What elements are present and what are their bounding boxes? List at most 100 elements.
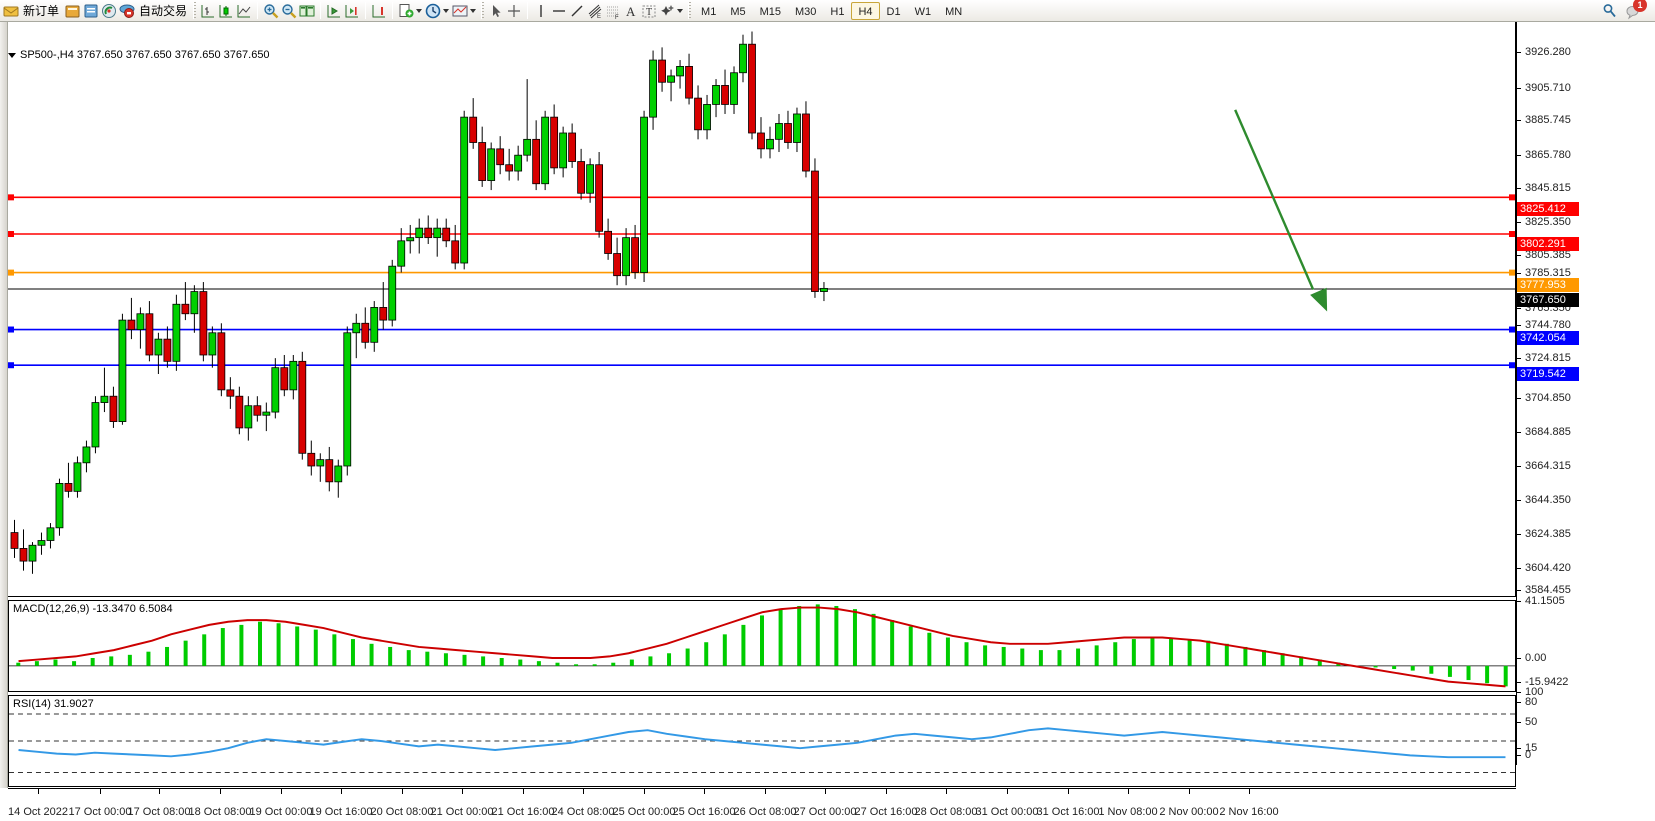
price-axis-label: 3684.885	[1525, 426, 1571, 438]
candlestick	[100, 367, 109, 413]
price-level-handle[interactable]	[1509, 362, 1515, 369]
price-level-chip-resistance[interactable]: 3802.291	[1517, 237, 1579, 251]
time-axis-tick	[765, 789, 766, 794]
time-axis-tick	[946, 789, 947, 794]
fibonacci-icon[interactable]: F	[604, 2, 622, 21]
candlestick-chart-icon[interactable]	[217, 2, 235, 20]
candlestick	[460, 110, 469, 270]
timeframe-button-h4[interactable]: H4	[851, 1, 880, 20]
timeframe-button-m30[interactable]: M30	[795, 5, 817, 18]
price-level-handle[interactable]	[8, 231, 14, 238]
price-level-handle[interactable]	[8, 362, 14, 369]
timeframe-button-mn[interactable]: MN	[945, 5, 963, 18]
chart-scroll-handle[interactable]	[0, 22, 8, 788]
candlestick	[73, 456, 82, 498]
zoom-out-icon[interactable]	[280, 2, 298, 20]
auto-scroll-icon[interactable]	[343, 2, 361, 20]
candlestick	[766, 126, 774, 159]
price-level-handle[interactable]	[8, 194, 14, 201]
chart-area[interactable]: SP500-,H4 3767.650 3767.650 3767.650 376…	[0, 22, 1655, 821]
price-level-chip-support[interactable]: 3742.054	[1517, 331, 1579, 345]
zoom-in-icon[interactable]	[262, 2, 280, 20]
macd-canvas	[9, 604, 1515, 688]
candlestick	[676, 60, 684, 89]
horizontal-line-icon[interactable]	[550, 2, 568, 20]
candlestick	[442, 218, 451, 248]
data-window-icon[interactable]	[82, 2, 100, 20]
price-pane[interactable]	[8, 22, 1516, 597]
candlestick	[424, 215, 433, 244]
navigator-icon[interactable]	[100, 2, 118, 20]
indicators-icon[interactable]	[397, 2, 415, 20]
search-icon[interactable]	[1601, 2, 1619, 20]
timeframe-button-d1[interactable]: D1	[886, 5, 901, 18]
price-axis-tick	[1517, 682, 1521, 683]
line-chart-icon[interactable]	[235, 2, 253, 20]
price-axis-tick	[1517, 155, 1521, 156]
time-axis-label: 25 Oct 00:00	[612, 806, 676, 818]
end-chart-icon[interactable]	[370, 2, 388, 20]
price-level-handle[interactable]	[8, 326, 14, 333]
candlestick	[586, 158, 595, 203]
price-axis-tick	[1517, 692, 1521, 693]
rsi-pane[interactable]	[8, 695, 1516, 787]
macd-pane[interactable]	[8, 600, 1516, 692]
price-axis-tick	[1517, 222, 1521, 223]
time-axis-label: 2 Nov 16:00	[1219, 806, 1279, 818]
candlestick	[604, 218, 612, 260]
chart-shift-icon[interactable]	[325, 2, 343, 20]
templates-icon[interactable]	[451, 2, 469, 20]
time-axis-label: 17 Oct 00:00	[68, 806, 132, 818]
price-level-chip-resistance[interactable]: 3825.412	[1517, 202, 1579, 216]
candlestick	[217, 323, 226, 397]
candlestick	[667, 69, 675, 102]
time-axis[interactable]: 14 Oct 2022 17 Oct 00:00 17 Oct 08:00 18 Oc…	[8, 788, 1516, 821]
shapes-dropdown-caret[interactable]	[677, 8, 684, 13]
time-axis-tick	[38, 789, 39, 794]
trend-arrow-annotation[interactable]	[1234, 109, 1328, 312]
price-level-handle[interactable]	[1509, 194, 1515, 201]
time-axis-label: 19 Oct 16:00	[309, 806, 373, 818]
price-axis[interactable]: 3926.280 3905.710 3885.745 3865.780 3845.815…	[1516, 22, 1655, 765]
vertical-line-icon[interactable]	[532, 2, 550, 20]
price-level-chip-support[interactable]: 3719.542	[1517, 367, 1579, 381]
price-level-handle[interactable]	[1509, 269, 1515, 276]
timeframe-button-m15[interactable]: M15	[759, 5, 781, 18]
period-dropdown-caret[interactable]	[443, 8, 450, 13]
chart-title-caret-icon[interactable]	[8, 53, 16, 58]
price-level-handle[interactable]	[1509, 326, 1515, 333]
equidistant-channel-icon[interactable]: E	[586, 2, 604, 20]
bar-chart-icon[interactable]	[199, 2, 217, 20]
timeframe-button-w1[interactable]: W1	[914, 5, 932, 18]
candlestick	[199, 282, 208, 362]
crosshair-icon[interactable]	[505, 2, 523, 20]
toolbar-separator-2	[481, 2, 485, 19]
price-axis-label: 3885.745	[1525, 114, 1571, 126]
autotrading-icon[interactable]	[118, 2, 136, 20]
trendline-icon[interactable]	[568, 2, 586, 20]
price-level-handle[interactable]	[8, 269, 14, 276]
price-level-handle[interactable]	[1509, 231, 1515, 238]
notifications-icon[interactable]: 1	[1625, 0, 1647, 20]
period-icon[interactable]	[424, 2, 442, 20]
timeframe-button-h1[interactable]: H1	[830, 5, 845, 18]
timeframe-button-m5[interactable]: M5	[730, 5, 746, 18]
macd-signal-line	[18, 606, 1506, 688]
templates-dropdown-caret[interactable]	[470, 8, 477, 13]
tile-windows-icon[interactable]	[298, 2, 316, 20]
expert-advisors-icon[interactable]	[64, 2, 82, 20]
indicators-dropdown-caret[interactable]	[416, 8, 423, 13]
cursor-icon[interactable]	[487, 2, 505, 20]
indicator-axis-label: 50	[1525, 716, 1538, 728]
price-level-chip-current[interactable]: 3767.650	[1517, 293, 1579, 307]
text-icon[interactable]: A	[622, 2, 640, 20]
new-order-button[interactable]: 新订单	[0, 1, 64, 21]
text-label-icon[interactable]: T	[640, 2, 658, 20]
candlestick	[514, 145, 523, 181]
shapes-icon[interactable]	[658, 2, 676, 20]
toolbar-divider-3	[365, 2, 367, 19]
price-level-chip-pivot[interactable]: 3777.953	[1517, 278, 1579, 292]
time-axis-label: 26 Oct 08:00	[733, 806, 797, 818]
time-axis-label: 28 Oct 08:00	[914, 806, 978, 818]
timeframe-button-m1[interactable]: M1	[701, 5, 717, 18]
